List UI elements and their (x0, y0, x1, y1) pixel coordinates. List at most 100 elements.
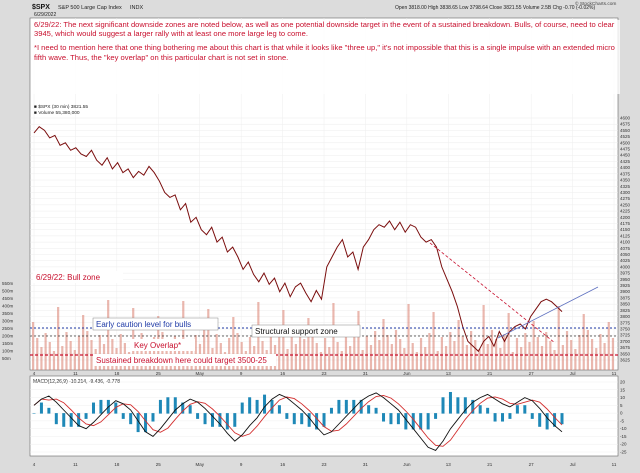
volume-bar (574, 349, 577, 370)
macd-histogram-bar (307, 413, 311, 427)
volume-bar (394, 330, 398, 370)
early-caution-label: Early caution level for bulls (96, 320, 191, 329)
volume-bar (32, 322, 35, 370)
volume-bar (36, 338, 39, 370)
volume-bar (336, 342, 339, 370)
x-tick-label: Jun (403, 371, 411, 376)
macd-histogram-bar (84, 413, 88, 419)
x-tick-label: 23 (321, 371, 327, 376)
price-tick-label: 4525 (620, 134, 631, 139)
macd-histogram-bar (315, 413, 319, 430)
volume-bar (424, 347, 427, 370)
volume-bar (328, 347, 331, 370)
macd-histogram-bar (181, 402, 185, 414)
key-overlap-box (130, 339, 195, 351)
volume-bar (152, 337, 156, 370)
macd-histogram-bar (419, 413, 423, 430)
price-tick-label: 3625 (620, 358, 631, 363)
x-tick-label: 18 (114, 371, 120, 376)
volume-bar (503, 334, 506, 370)
price-tick-label: 4100 (620, 240, 631, 245)
price-tick-label: 4275 (620, 196, 631, 201)
price-tick-label: 4225 (620, 209, 631, 214)
price-tick-label: 4125 (620, 233, 631, 238)
price-series-line (33, 126, 563, 353)
macd-histogram-bar (47, 407, 51, 414)
volume-tick-label: 550m (2, 281, 14, 286)
x-axis-bottom: 4 11 18 25 May 9 16 23 31 Jun 13 21 27 Jul 11 (33, 462, 617, 467)
volume-bar (286, 349, 289, 370)
ohlc-readout: Open 3818.00 High 3838.65 Low 3798.64 Cl… (395, 5, 595, 11)
volume-bar (611, 338, 615, 370)
volume-bar (507, 313, 510, 370)
price-tick-label: 4000 (620, 264, 631, 269)
macd-histogram-bar (545, 413, 549, 430)
volume-tick-label: 250m (2, 326, 14, 331)
volume-bar (540, 346, 544, 370)
macd-histogram-bar (240, 402, 244, 414)
macd-histogram-bar (218, 413, 222, 427)
macd-histogram-bar (62, 413, 66, 427)
x-tick-label-bottom: 4 (33, 462, 36, 467)
main-note: 6/29/22: The next significant downside z… (34, 20, 615, 39)
volume-tick-label: 200m (2, 334, 14, 339)
volume-bar (415, 352, 418, 370)
volume-bar (411, 343, 414, 370)
price-tick-label: 3700 (620, 339, 631, 344)
breakdown-box (93, 354, 276, 366)
macd-histogram-bar (367, 405, 371, 414)
x-tick-label-bottom: 27 (529, 462, 535, 467)
price-tick-label: 4150 (620, 227, 631, 232)
macd-histogram-bar (344, 399, 348, 414)
volume-bar (382, 319, 385, 370)
x-tick-label-bottom: 11 (612, 462, 617, 467)
macd-histogram-bar (493, 413, 497, 422)
x-tick-label-bottom: 13 (446, 462, 452, 467)
price-tick-label: 4375 (620, 171, 631, 176)
macd-histogram-bar (91, 402, 95, 414)
macd-tick-label: -25 (620, 450, 627, 455)
price-tick-label: 4475 (620, 147, 631, 152)
macd-histogram-bar (478, 405, 482, 414)
macd-histogram-bar (396, 413, 400, 425)
price-tick-label: 4500 (620, 140, 631, 145)
volume-bar (453, 341, 456, 370)
macd-histogram-bar (292, 413, 296, 425)
volume-bar (603, 343, 606, 370)
volume-bar (465, 345, 469, 370)
macd-tick-label: -10 (620, 426, 627, 431)
x-tick-label: 16 (280, 371, 286, 376)
volume-bar (461, 336, 464, 370)
x-tick-label: 31 (363, 371, 369, 376)
volume-bar (315, 343, 318, 370)
volume-bar (553, 350, 556, 370)
volume-tick-label: 150m (2, 341, 14, 346)
volume-bar (520, 347, 523, 370)
price-tick-label: 4075 (620, 246, 631, 251)
macd-line (33, 392, 563, 451)
macd-histogram-bar (173, 397, 177, 414)
macd-tick-label: 15 (620, 387, 626, 392)
volume-tick-label: 100m (2, 349, 14, 354)
price-tick-label: 3825 (620, 308, 631, 313)
price-legend: ■ $SPX (30 min) 3821.55 (34, 104, 88, 110)
x-tick-label: May (195, 371, 204, 376)
volume-tick-label: 400m (2, 304, 14, 309)
x-tick-label-bottom: 18 (114, 462, 120, 467)
macd-histogram-bar (233, 413, 237, 427)
volume-bar (40, 347, 43, 370)
volume-bar (194, 335, 197, 370)
volume-bar (57, 307, 60, 370)
price-tick-label: 4450 (620, 153, 631, 158)
bull-zone-box (33, 271, 123, 283)
volume-bar (582, 314, 585, 370)
macd-histogram-bar (463, 397, 467, 414)
volume-bar (532, 321, 535, 370)
macd-histogram-bar (501, 413, 505, 422)
macd-tick-label: -5 (620, 418, 624, 423)
volume-bar (386, 335, 389, 370)
volume-bar (311, 334, 314, 370)
volume-tick-label: 350m (2, 311, 14, 316)
x-tick-label-bottom: 25 (156, 462, 162, 467)
